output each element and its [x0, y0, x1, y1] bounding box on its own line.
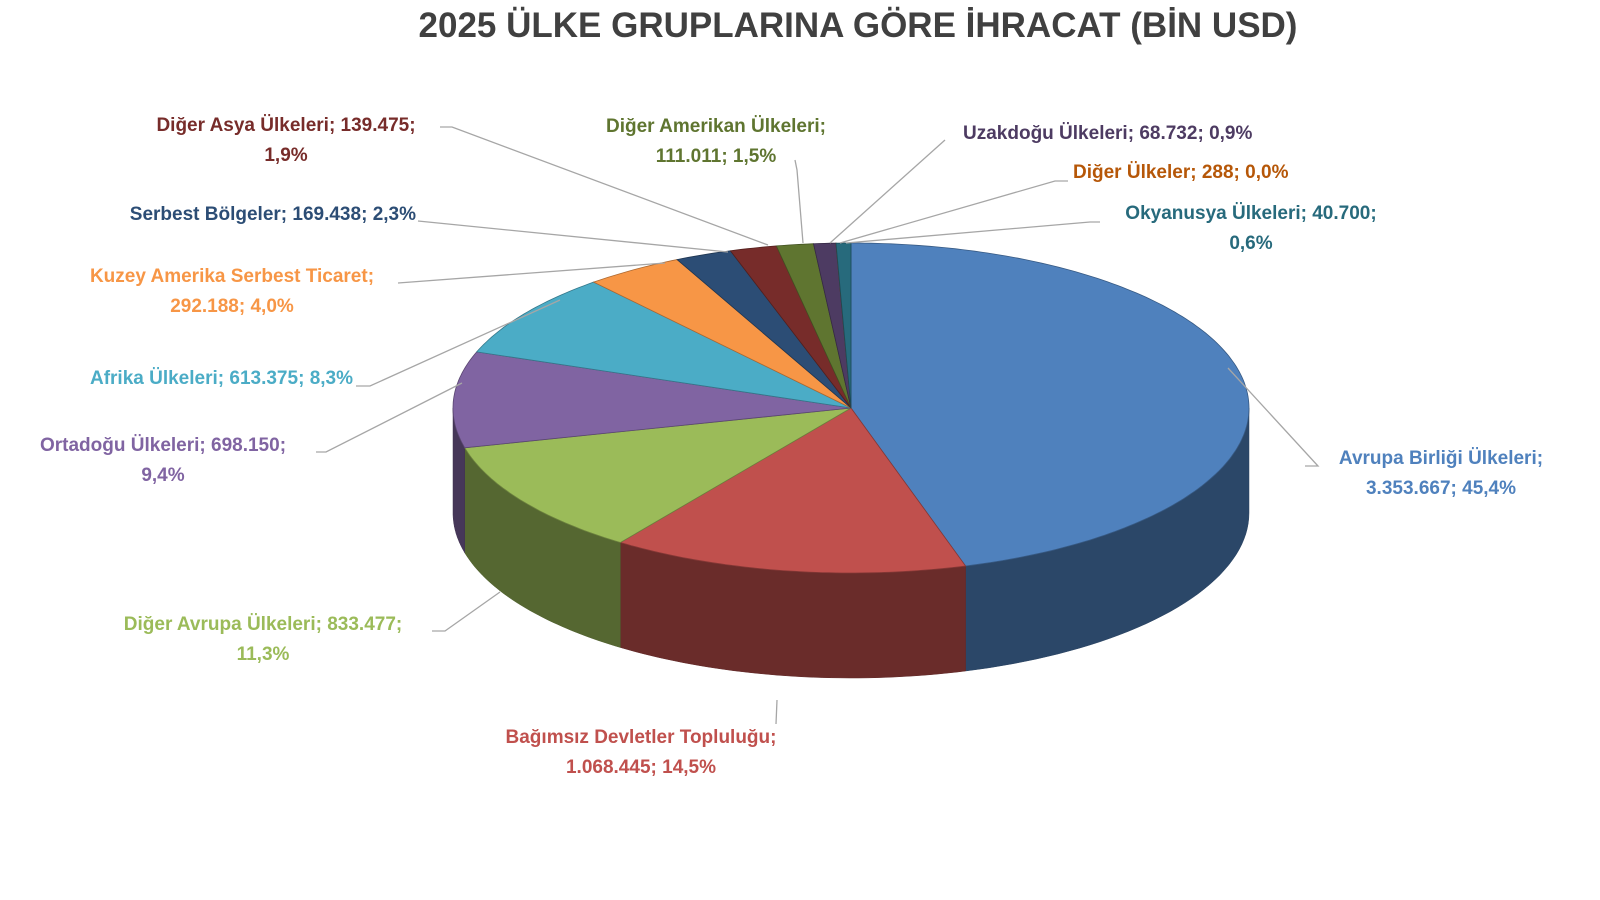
pie-slice-di-er-amerikan-lkeleri [775, 243, 852, 409]
data-label-ortadogu: Ortadoğu Ülkeleri; 698.150; 9,4% [39, 435, 287, 486]
data-label-kuzey-amerika: Kuzey Amerika Serbest Ticaret; 292.188; 4… [89, 266, 375, 317]
pie-slice-di-er-avrupa-lkeleri [464, 407, 852, 543]
data-label-diger-amerikan: Diğer Amerikan Ülkeleri; 111.011; 1,5% [606, 116, 826, 167]
pie-slice-kuzey-amerika-serbest-ticaret [592, 259, 852, 409]
leader-line [440, 126, 769, 246]
pie-slice-ba-ms-z-devletler-toplulu-u [619, 407, 967, 574]
pie-slice-avrupa-birli-i-lkeleri [850, 242, 1250, 567]
leader-line [839, 180, 1068, 244]
data-label-okyanusya: Okyanusya Ülkeleri; 40.700; 0,6% [1125, 203, 1377, 254]
data-label-avrupa-birligi: Avrupa Birliği Ülkeleri; 3.353.667; 45,4% [1338, 448, 1544, 499]
data-label-diger-avrupa: Diğer Avrupa Ülkeleri; 833.477; 11,3% [123, 614, 403, 665]
data-label-diger-ulkeler: Diğer Ülkeler; 288; 0,0% [1073, 162, 1289, 183]
leader-line [829, 139, 946, 244]
leader-line [432, 591, 501, 632]
pie-slice-di-er-asya-lkeleri [729, 245, 852, 409]
leader-line [794, 159, 804, 244]
leader-line [356, 299, 561, 387]
leader-line [845, 221, 1100, 244]
pie-slice-afrika-lkeleri [475, 281, 852, 409]
data-label-afrika: Afrika Ülkeleri; 613.375; 8,3% [89, 368, 353, 389]
data-label-diger-asya: Diğer Asya Ülkeleri; 139.475; 1,9% [156, 115, 416, 166]
leader-line [417, 220, 729, 253]
data-label-serbest-bolgeler: Serbest Bölgeler; 169.438; 2,3% [129, 204, 416, 225]
chart-title: 2025 ÜLKE GRUPLARINA GÖRE İHRACAT (BİN U… [418, 6, 1298, 45]
leader-line [775, 699, 778, 725]
leader-line [316, 382, 463, 453]
leader-line [1227, 367, 1320, 467]
data-label-bagimsiz-devletler: Bağımsız Devletler Topluluğu; 1.068.445; … [505, 727, 777, 778]
data-label-uzakdogu: Uzakdoğu Ülkeleri; 68.732; 0,9% [963, 123, 1253, 144]
pie-slice-ortado-u-lkeleri [452, 351, 852, 449]
leader-line [397, 262, 666, 284]
